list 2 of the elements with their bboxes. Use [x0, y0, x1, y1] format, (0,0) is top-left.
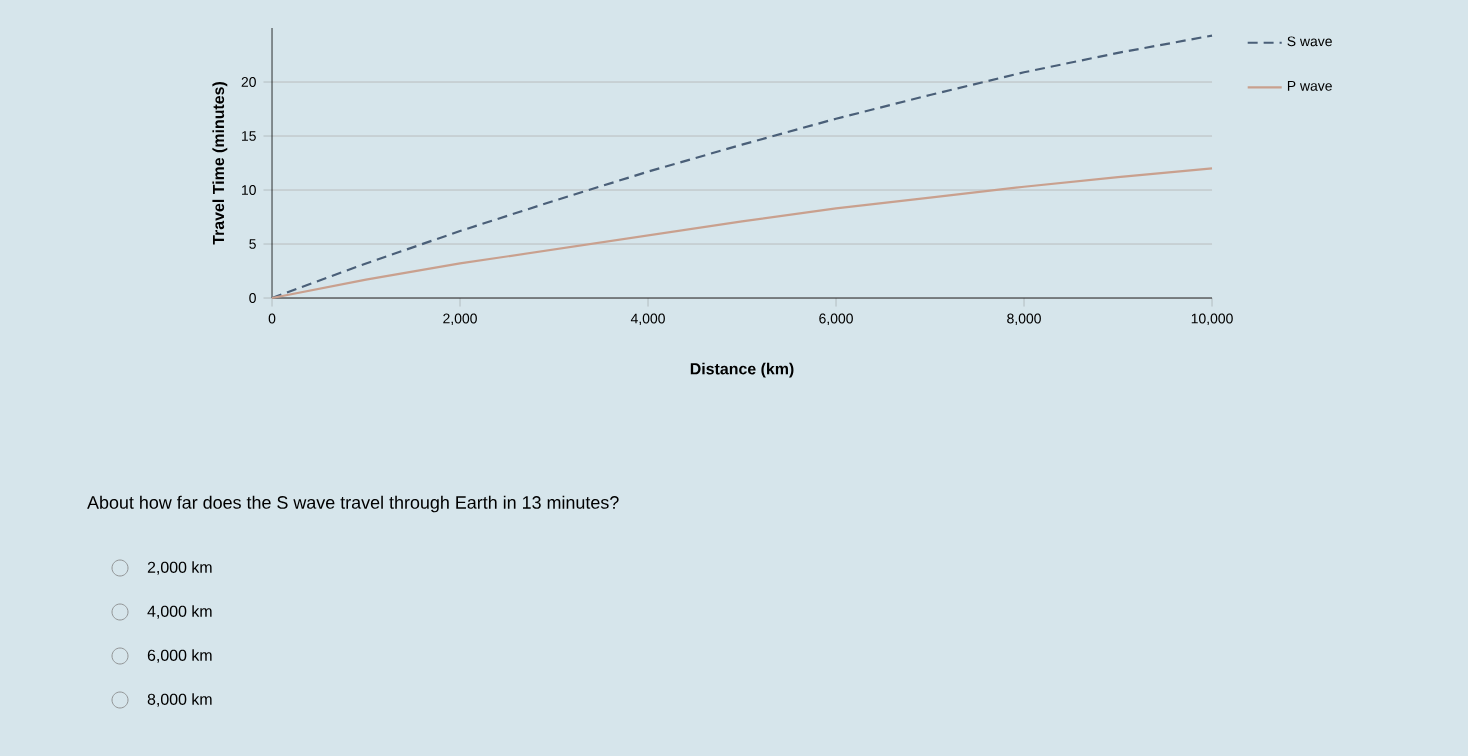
line-series [270, 34, 1214, 300]
text: About how far does the S wave travel through Earth in 13 minutes? [87, 495, 619, 513]
